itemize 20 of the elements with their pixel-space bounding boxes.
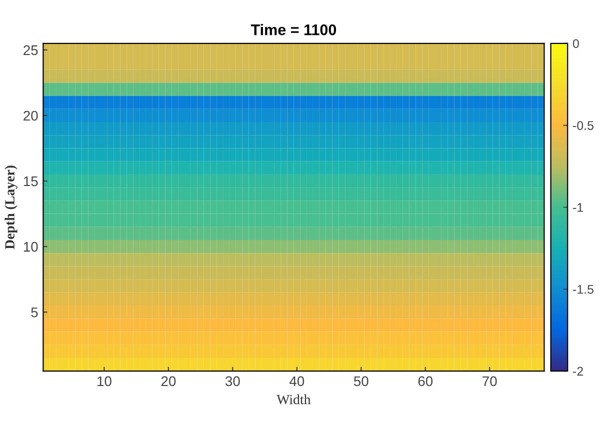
color-bar-label: -2 — [573, 366, 583, 376]
y-tick-label: 10 — [24, 242, 38, 252]
chart-title: Time = 1100 — [250, 24, 336, 36]
color-bar-label: -1 — [573, 203, 583, 212]
x-axis-title: Width — [276, 394, 311, 404]
x-tick-label: 50 — [354, 376, 368, 386]
color-bar-label: -0.5 — [573, 121, 594, 130]
x-tick-label: 30 — [225, 376, 240, 386]
x-tick-label: 40 — [290, 376, 304, 386]
x-tick-label: 70 — [482, 376, 497, 386]
x-tick-label: 60 — [418, 376, 433, 386]
y-tick-label: 15 — [24, 176, 38, 186]
color-bar-label: -1.5 — [573, 285, 594, 294]
x-tick-label: 10 — [98, 376, 112, 386]
x-tick-label: 20 — [161, 376, 176, 386]
y-tick-label: 5 — [31, 308, 38, 318]
y-tick-label: 20 — [24, 110, 38, 121]
y-axis-title: Depth (Layer) — [4, 166, 18, 250]
color-bar-label: 0 — [572, 39, 579, 48]
y-tick-label: 25 — [24, 45, 38, 56]
